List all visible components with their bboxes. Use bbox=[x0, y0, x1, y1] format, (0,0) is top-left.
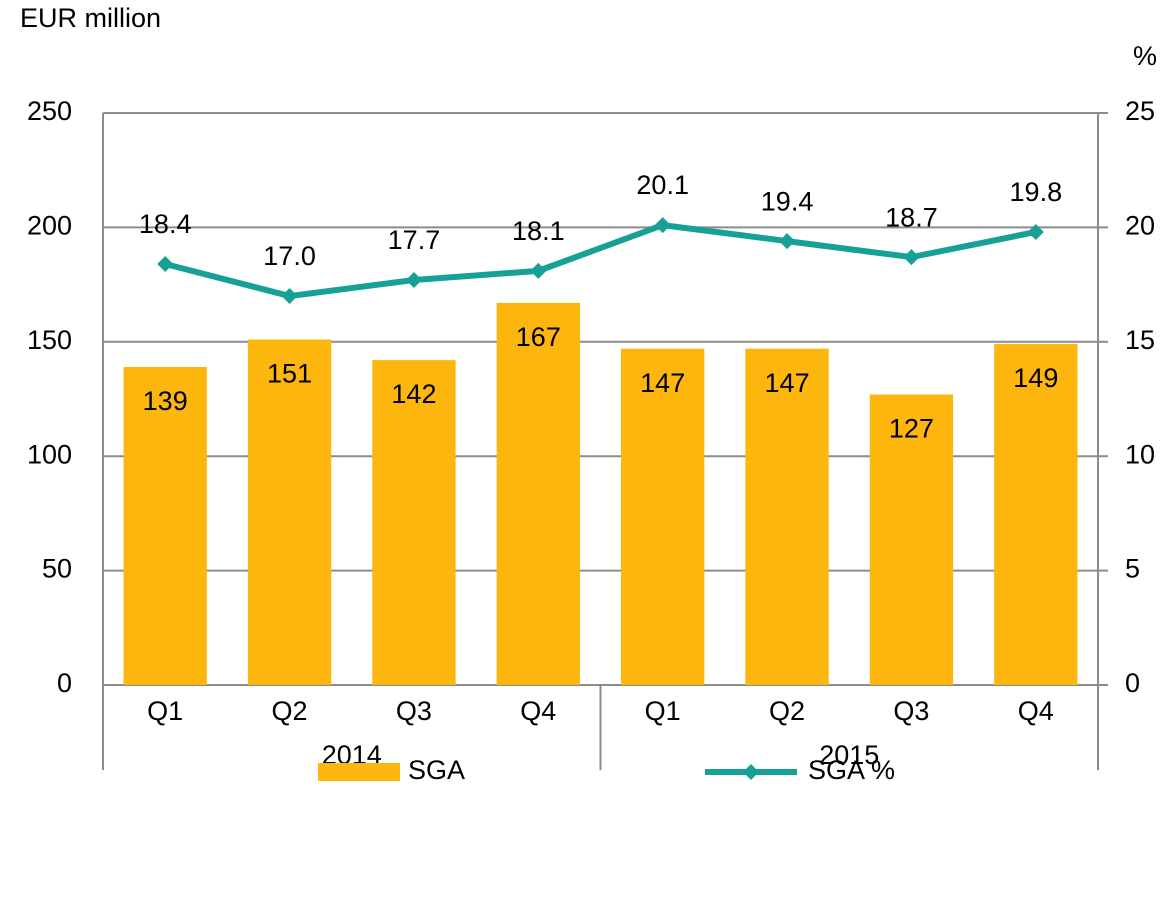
y-axis-label: EUR million bbox=[20, 3, 161, 33]
line-value-label: 20.1 bbox=[636, 170, 689, 200]
bar-value-label: 139 bbox=[143, 386, 188, 416]
line-marker bbox=[281, 288, 298, 305]
line bbox=[164, 222, 1037, 300]
line-marker bbox=[530, 262, 547, 279]
bar-value-label: 167 bbox=[516, 322, 561, 352]
y-tick-label: 0 bbox=[57, 668, 72, 698]
line-marker bbox=[654, 217, 671, 234]
x-tick-label: Q3 bbox=[396, 696, 432, 726]
y2-tick-label: 10 bbox=[1125, 439, 1155, 469]
legend-label: SGA bbox=[408, 755, 465, 785]
bar bbox=[621, 348, 705, 685]
line-value-label: 19.4 bbox=[761, 186, 814, 216]
x-tick-label: Q2 bbox=[272, 696, 308, 726]
y-tick-label: 50 bbox=[42, 554, 72, 584]
y2-tick-label: 5 bbox=[1125, 554, 1140, 584]
line-marker bbox=[1027, 223, 1044, 240]
line-value-label: 18.4 bbox=[139, 209, 192, 239]
line-marker bbox=[157, 256, 174, 273]
line-marker bbox=[779, 233, 796, 250]
y2-tick-label: 15 bbox=[1125, 325, 1155, 355]
bar bbox=[994, 344, 1078, 685]
line-value-label: 18.7 bbox=[885, 202, 938, 232]
x-tick-label: Q3 bbox=[893, 696, 929, 726]
bar-value-label: 151 bbox=[267, 359, 312, 389]
y-tick-label: 100 bbox=[27, 439, 72, 469]
bar bbox=[123, 366, 207, 685]
legend-marker bbox=[743, 764, 759, 780]
bar bbox=[745, 348, 829, 685]
bar-value-label: 127 bbox=[889, 414, 934, 444]
x-tick-label: Q4 bbox=[520, 696, 556, 726]
bar bbox=[869, 394, 954, 685]
line-value-label: 19.8 bbox=[1010, 177, 1063, 207]
y2-tick-label: 0 bbox=[1125, 668, 1140, 698]
line-value-label: 17.0 bbox=[263, 241, 316, 271]
line-marker bbox=[405, 272, 422, 289]
y2-tick-label: 20 bbox=[1125, 211, 1155, 241]
line-value-label: 18.1 bbox=[512, 216, 565, 246]
bar-value-label: 142 bbox=[391, 379, 436, 409]
bar-value-label: 147 bbox=[640, 368, 685, 398]
legend-swatch bbox=[318, 763, 400, 781]
bar-value-label: 147 bbox=[765, 368, 810, 398]
y-tick-label: 150 bbox=[27, 325, 72, 355]
x-tick-label: Q4 bbox=[1018, 696, 1054, 726]
line-value-label: 17.7 bbox=[388, 225, 441, 255]
bar bbox=[247, 339, 332, 685]
line-marker bbox=[903, 249, 920, 266]
x-tick-label: Q1 bbox=[147, 696, 183, 726]
y-tick-label: 250 bbox=[27, 96, 72, 126]
y2-tick-label: 25 bbox=[1125, 96, 1155, 126]
x-tick-label: Q2 bbox=[769, 696, 805, 726]
group-label: 2015 bbox=[819, 740, 879, 770]
legend-label: SGA % bbox=[808, 755, 895, 785]
y-tick-label: 200 bbox=[27, 211, 72, 241]
bar bbox=[372, 360, 456, 685]
y2-axis-label: % bbox=[1133, 41, 1157, 71]
bar-value-label: 149 bbox=[1013, 363, 1058, 393]
x-tick-label: Q1 bbox=[645, 696, 681, 726]
bar bbox=[496, 302, 580, 685]
